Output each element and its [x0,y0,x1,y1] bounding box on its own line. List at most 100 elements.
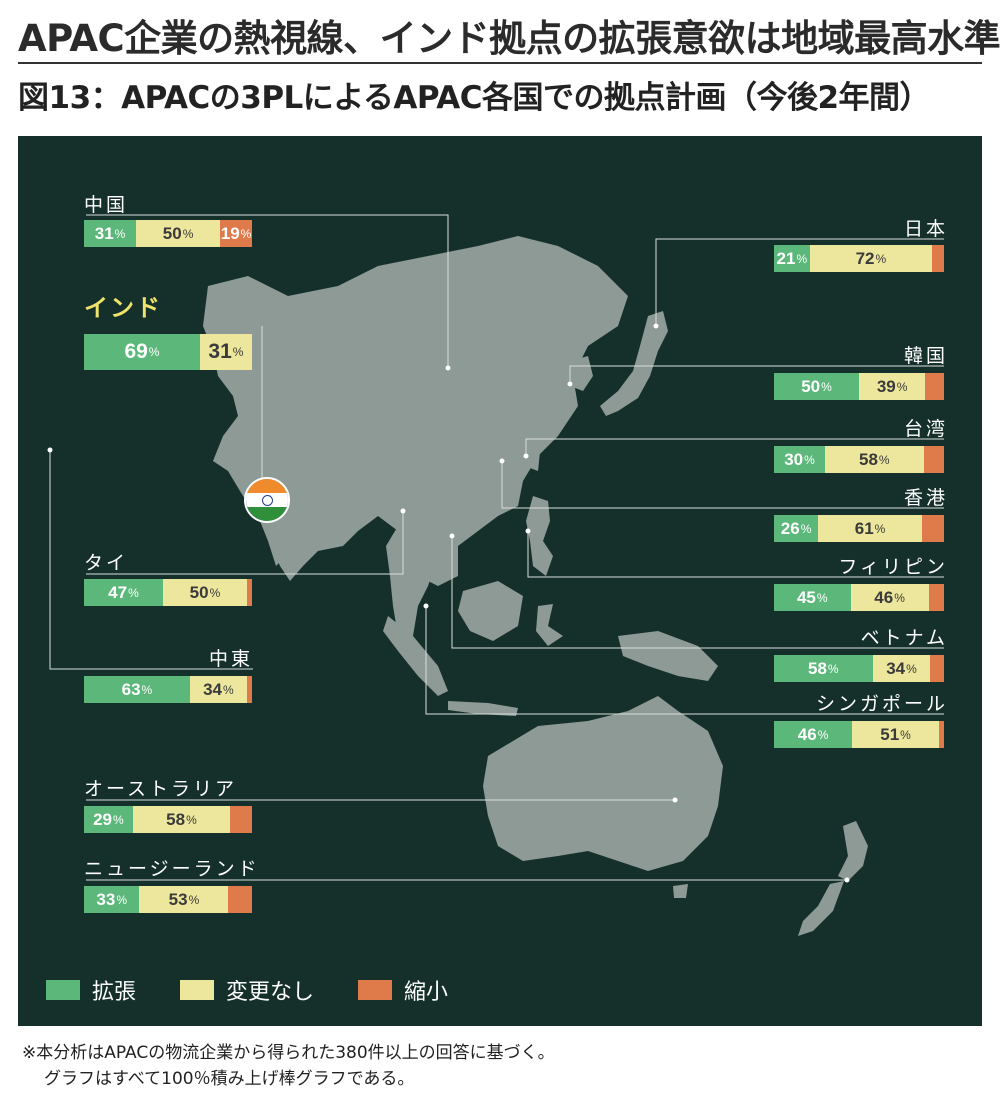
bar-segment-singapore-shrink [938,721,944,748]
bar-vietnam: 58% 34% [774,655,944,682]
bar-segment-korea-expand: 50% [774,373,859,400]
footnote-line-1: ※本分析はAPACの物流企業から得られた380件以上の回答に基づく。 [22,1043,555,1063]
dot-taiwan [523,453,529,459]
bar-singapore: 46% 51% [774,721,944,748]
bar-value-label: 58 [808,658,827,678]
chart-title: 図13：APACの3PLによるAPAC各国での拠点計画（今後2年間） [18,80,931,116]
bar-value-percent: % [128,585,139,600]
dot-middle-east [47,447,53,453]
bar-segment-vietnam-expand: 58% [774,655,873,682]
taiwan-landmass [530,448,540,471]
india-flag-icon [244,477,290,523]
bar-taiwan: 30% 58% [774,446,944,473]
bar-value-percent: % [232,345,244,359]
headline: APAC企業の熱視線、インド拠点の拡張意欲は地域最高水準 [18,17,1000,60]
bar-value-percent: % [878,452,890,467]
label-china: 中国 [84,194,129,216]
map-background [47,214,944,936]
dot-vietnam [449,533,455,539]
sulawesi-landmass [536,604,563,646]
java-landmass [448,701,518,716]
label-thailand: タイ [84,552,129,574]
bar-segment-australia-expand: 29% [84,806,133,833]
bar-value-percent: % [148,345,160,359]
bar-value-percent: % [186,812,197,827]
dot-thailand [400,508,406,514]
bar-segment-australia-shrink [230,806,252,833]
bar-value-percent: % [821,379,832,394]
bar-thailand: 47% 50% [84,579,252,606]
label-singapore: シンガポール [815,693,948,715]
bar-segment-taiwan-shrink [923,446,944,473]
leader-middle-east [49,450,253,670]
bar-value-label: 31 [208,340,232,363]
bar-segment-china-shrink: 19% [220,220,252,247]
sumatra-landmass [383,616,448,696]
bar-hong-kong: 26% 61% [774,515,944,542]
bar-segment-japan-shrink [932,245,944,272]
bar-segment-hong-kong-same: 61% [818,515,922,542]
bar-value-label: 50 [801,376,821,396]
bar-australia: 29% 58% [84,806,252,833]
leader-philippines [527,531,944,578]
bar-value-label: 50 [162,223,182,243]
bar-value-percent: % [112,812,124,827]
bar-segment-thailand-same: 50% [162,579,247,606]
leader-lines [49,214,944,881]
bar-segment-middle-east-shrink [246,676,252,703]
leader-vietnam [451,536,944,649]
bar-value-percent: % [875,251,887,266]
bar-segment-hong-kong-shrink [921,515,944,542]
footnote: ※本分析はAPACの物流企業から得られた380件以上の回答に基づく。 グラフはす… [22,1040,555,1092]
label-australia: オーストラリア [84,778,238,800]
bar-value-label: 53 [168,889,188,909]
bar-value-label: 45 [796,587,816,607]
bar-value-label: 58 [859,449,878,469]
map-panel: 中国 インド タイ 中東 オーストラリア ニュージーランド 日本 韓国 台湾 香… [18,136,982,1026]
bar-value-label: 46 [797,724,817,744]
bar-value-label: 58 [166,809,186,829]
dot-australia [672,797,678,803]
label-taiwan: 台湾 [903,418,948,440]
bar-india: 69% 31% [84,334,252,370]
bar-value-percent: % [817,727,829,742]
leader-singapore [425,606,944,715]
leader-china [86,214,449,368]
bar-value-label: 72 [855,248,875,268]
bar-segment-india-same: 31% [199,334,252,370]
legend-item-expand: 拡張 [46,974,136,1006]
bar-korea: 50% 39% [774,373,944,400]
bar-segment-thailand-shrink [246,579,252,606]
bar-value-percent: % [896,379,908,394]
bar-value-percent: % [816,590,828,605]
bar-segment-new-zealand-expand: 33% [84,886,140,913]
leader-thailand [86,511,404,575]
bar-value-percent: % [800,521,812,536]
bar-segment-india-expand: 69% [84,334,200,370]
legend-swatch-expand [46,980,80,1000]
bar-new-zealand: 33% 53% [84,886,252,913]
bar-japan: 21% 72% [774,245,944,272]
dot-singapore [423,603,429,609]
bar-value-label: 19 [220,223,240,243]
bar-value-label: 69 [124,340,148,363]
australia-landmass [483,696,723,871]
leader-dots [47,323,850,883]
japan-landmass [600,311,668,416]
bar-value-percent: % [114,226,126,241]
label-new-zealand: ニュージーランド [84,858,260,880]
label-india: インド [84,294,162,322]
bar-segment-new-zealand-same: 53% [139,886,229,913]
bar-value-percent: % [827,661,839,676]
bar-value-label: 39 [876,376,896,396]
bar-segment-japan-same: 72% [809,245,933,272]
land-masses [203,236,868,936]
label-middle-east: 中東 [208,648,253,670]
bar-segment-thailand-expand: 47% [84,579,163,606]
bar-segment-middle-east-same: 34% [189,676,247,703]
legend-swatch-same [180,980,215,1000]
bar-segment-philippines-shrink [928,584,944,611]
bar-value-label: 30 [784,449,804,469]
bar-segment-singapore-same: 51% [852,721,939,748]
bar-value-label: 21 [776,248,796,268]
